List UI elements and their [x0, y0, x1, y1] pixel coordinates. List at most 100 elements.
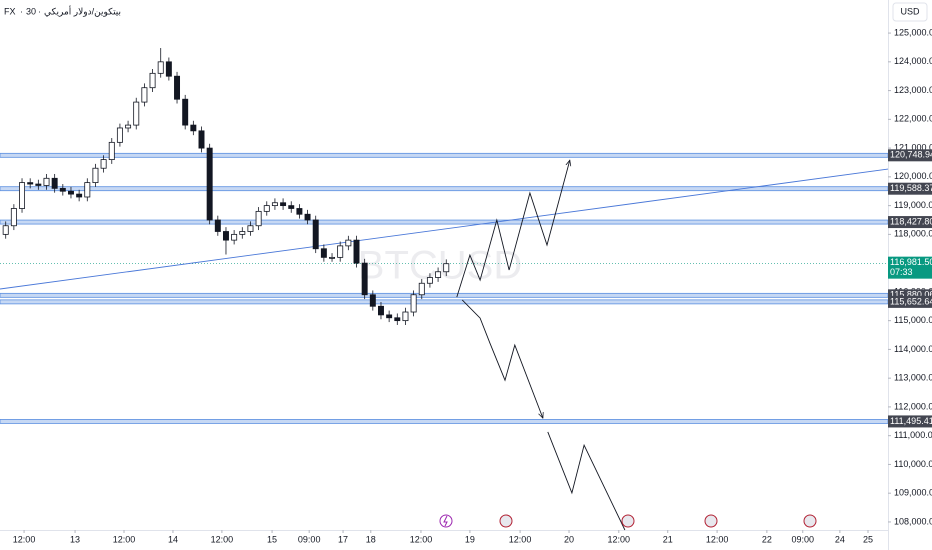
header: FX · 30 · بيتكوين/دولار أمريكي [4, 5, 121, 16]
currency-button[interactable] [892, 2, 928, 22]
candle-body [239, 231, 246, 235]
projection-path [456, 160, 570, 298]
y-tick-label: 113,000.00 [894, 373, 932, 383]
interval: 30 [26, 6, 36, 16]
level-band [0, 152, 889, 158]
separator: · [20, 6, 23, 16]
candle-body [255, 210, 262, 227]
candle-body [231, 233, 238, 241]
x-tick-label: 09:00 [298, 534, 321, 544]
x-tick-label: 12:00 [509, 534, 532, 544]
watermark: BTCUSD [358, 244, 522, 288]
x-tick-label: 13 [70, 534, 80, 544]
x-tick-label: 22 [762, 534, 772, 544]
level-label-box [888, 216, 932, 229]
y-tick-label: 123,000.00 [894, 85, 932, 95]
plot [0, 48, 889, 531]
x-tick-label: 17 [338, 534, 348, 544]
level-band [0, 219, 889, 225]
candle-body [312, 219, 319, 250]
x-tick-label: 18 [366, 534, 376, 544]
candle-body [304, 213, 311, 221]
candle-body [108, 141, 115, 161]
event-icon[interactable] [704, 514, 718, 528]
candle-body [247, 225, 254, 232]
x-tick-label: 09:00 [791, 534, 814, 544]
candle-body [76, 193, 83, 198]
candle-body [67, 190, 74, 195]
x-tick-label: 12:00 [706, 534, 729, 544]
event-icon[interactable] [803, 514, 817, 528]
x-tick-label: 14 [168, 534, 178, 544]
y-tick-label: 121,000.00 [894, 142, 932, 152]
level-label: 120,748.94 [890, 150, 932, 160]
candle-body [410, 294, 417, 313]
x-tick-label: 12:00 [211, 534, 234, 544]
candle-body [435, 271, 442, 278]
projection-path [547, 431, 626, 531]
y-tick-label: 110,000.00 [894, 459, 932, 469]
event-icons [439, 514, 817, 528]
current-price-label: 116,981.50 [890, 257, 932, 267]
y-tick-label: 114,000.00 [894, 344, 932, 354]
y-tick-label: 124,000.00 [894, 56, 932, 66]
y-tick-label: 125,000.00 [894, 27, 932, 37]
candle-body [116, 127, 123, 143]
y-tick-label: 112,000.00 [894, 401, 932, 411]
candle-body [100, 159, 107, 169]
candle-body [43, 177, 50, 186]
x-tick-label: 21 [663, 534, 673, 544]
level-label: 115,880.06 [890, 290, 932, 300]
event-icon[interactable] [621, 514, 635, 528]
y-tick-label: 120,000.00 [894, 171, 932, 181]
candle-body [27, 182, 34, 185]
x-tick-label: 20 [564, 534, 574, 544]
x-tick-label: 12:00 [608, 534, 631, 544]
level-band [0, 292, 889, 298]
y-tick-label: 119,000.00 [894, 200, 932, 210]
candle-body [214, 219, 221, 232]
candle-body [288, 205, 295, 209]
candle-body [198, 130, 205, 149]
candle-body [157, 61, 164, 74]
level-label-box [888, 295, 932, 308]
candle-body [418, 282, 425, 296]
x-tick-label: 15 [267, 534, 277, 544]
separator: · [38, 6, 41, 16]
candle-body [182, 98, 189, 126]
y-tick-label: 118,000.00 [894, 229, 932, 239]
level-label-box [888, 149, 932, 162]
y-tick-label: 108,000.00 [894, 516, 932, 526]
candle-body [271, 202, 278, 207]
candle-body [10, 208, 17, 227]
event-icon[interactable] [499, 514, 513, 528]
candle-body [361, 262, 368, 296]
level-band [0, 299, 889, 305]
level-label: 115,652.64 [890, 296, 932, 306]
candle-body [353, 239, 360, 264]
x-tick-label: 25 [863, 534, 873, 544]
event-icon[interactable] [439, 514, 453, 528]
currency[interactable]: USD [900, 6, 920, 16]
candle-body [337, 245, 344, 258]
level-label: 119,588.37 [890, 183, 932, 193]
x-tick-label: 24 [835, 534, 845, 544]
candle-body [386, 314, 393, 319]
candle-body [296, 208, 303, 215]
candle-body [426, 277, 433, 284]
candle-body [369, 294, 376, 307]
y-tick-label: 109,000.00 [894, 488, 932, 498]
candle-body [320, 248, 327, 258]
candle-body [345, 239, 352, 247]
candle-body [222, 231, 229, 241]
candle-body [174, 75, 181, 100]
candle-body [125, 124, 132, 129]
event-glyph [443, 515, 448, 527]
level-band [0, 419, 889, 424]
x-tick-label: 19 [465, 534, 475, 544]
trendline [0, 168, 889, 290]
exchange: FX [4, 6, 16, 16]
